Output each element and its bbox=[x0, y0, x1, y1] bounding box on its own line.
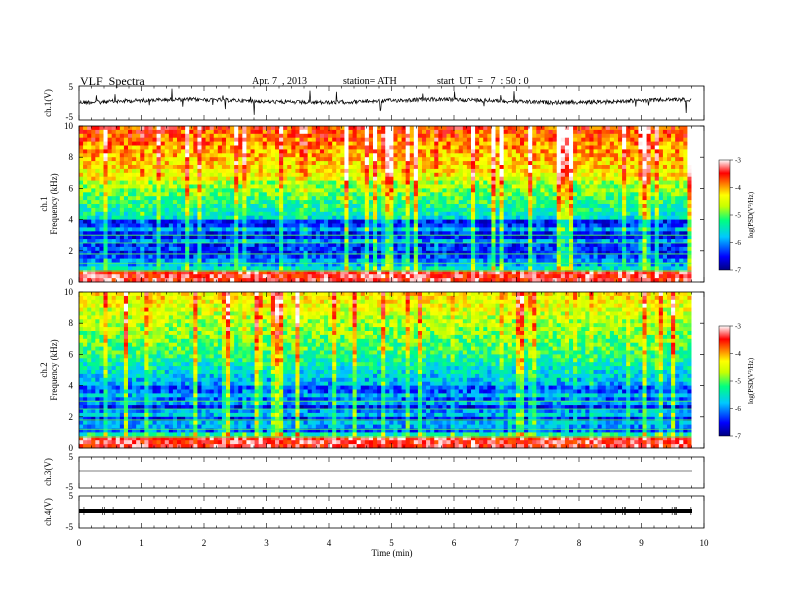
ch1-waveform-line bbox=[79, 89, 691, 115]
ch1-colorbar-label: log(PSD(V²/Hz) bbox=[747, 191, 755, 238]
ch1-colorbar bbox=[719, 160, 730, 270]
x-tick-label: 8 bbox=[577, 538, 582, 548]
spec1-yticks-label: 10 bbox=[64, 121, 74, 131]
ch1-spectrogram-ylabel-channel: ch.1 bbox=[39, 196, 49, 211]
vlf-figure: 5 -5 ch.1(V) 0246810 ch.1 Frequency (kHz… bbox=[0, 0, 792, 612]
ch2-colorbar-label: log(PSD(V²/Hz) bbox=[747, 357, 755, 404]
spec2-yticks-label: 6 bbox=[69, 349, 74, 359]
x-tick-label: 10 bbox=[700, 538, 710, 548]
spec2-yticks-label: 8 bbox=[69, 318, 74, 328]
x-tick-label: 4 bbox=[327, 538, 332, 548]
ch1-spectrogram-ylabel: Frequency (kHz) bbox=[49, 173, 59, 234]
ch2-colorbar bbox=[719, 326, 730, 436]
cb2-ticks-label: -4 bbox=[735, 350, 741, 358]
ch1-waveform-ylabel: ch.1(V) bbox=[43, 89, 53, 117]
ch2-spectrogram-ylabel-channel: ch.2 bbox=[39, 362, 49, 377]
ch1-waveform-frame bbox=[79, 86, 704, 120]
ch4-ytick-bottom: -5 bbox=[66, 522, 74, 532]
cb2-ticks-label: -6 bbox=[735, 405, 741, 413]
ch4-ytick-top: 5 bbox=[69, 491, 74, 501]
x-tick-label: 7 bbox=[514, 538, 519, 548]
ch4-waveform-ylabel: ch.4(V) bbox=[43, 498, 53, 526]
spec1-yticks-label: 2 bbox=[69, 246, 74, 256]
cb1-ticks-label: -6 bbox=[735, 239, 741, 247]
ch1-ytick-top: 5 bbox=[69, 82, 74, 92]
spec1-yticks-label: 0 bbox=[69, 277, 74, 287]
ch4-waveform-line bbox=[79, 509, 692, 513]
ch3-waveform-ylabel: ch.3(V) bbox=[43, 458, 53, 486]
x-tick-labels: 0 1 2 3 4 5 6 7 8 9 10 bbox=[77, 538, 709, 548]
x-axis-label: Time (min) bbox=[372, 548, 413, 558]
cb1-ticks-label: -3 bbox=[735, 157, 741, 165]
ch3-waveform-panel: 5 -5 ch.3(V) bbox=[43, 452, 704, 492]
x-tick-label: 5 bbox=[389, 538, 394, 548]
ch1-waveform-panel: 5 -5 ch.1(V) bbox=[43, 82, 704, 122]
x-tick-label: 6 bbox=[452, 538, 457, 548]
spec1-yticks-label: 8 bbox=[69, 152, 74, 162]
x-tick-label: 9 bbox=[639, 538, 644, 548]
ch1-spectrogram-image bbox=[79, 126, 704, 282]
cb2-ticks-label: -7 bbox=[735, 433, 741, 441]
ch2-spectrogram-ylabel: Frequency (kHz) bbox=[49, 339, 59, 400]
cb1-ticks-label: -7 bbox=[735, 267, 741, 275]
ch3-ytick-top: 5 bbox=[69, 452, 74, 462]
spec1-yticks-label: 4 bbox=[69, 215, 74, 225]
cb2-ticks-label: -3 bbox=[735, 323, 741, 331]
x-tick-label: 1 bbox=[139, 538, 144, 548]
spec1-yticks-label: 6 bbox=[69, 183, 74, 193]
cb1-ticks-label: -4 bbox=[735, 184, 741, 192]
x-tick-label: 2 bbox=[202, 538, 207, 548]
cb2-ticks-label: -5 bbox=[735, 378, 741, 386]
ch4-waveform-panel: 5 -5 ch.4(V) bbox=[43, 491, 704, 532]
ch2-spectrogram-image bbox=[79, 292, 704, 448]
spec2-yticks-label: 2 bbox=[69, 412, 74, 422]
x-tick-label: 3 bbox=[264, 538, 269, 548]
cb1-ticks-label: -5 bbox=[735, 212, 741, 220]
spec2-yticks-label: 10 bbox=[64, 287, 74, 297]
x-tick-label: 0 bbox=[77, 538, 82, 548]
spec2-yticks-label: 4 bbox=[69, 381, 74, 391]
